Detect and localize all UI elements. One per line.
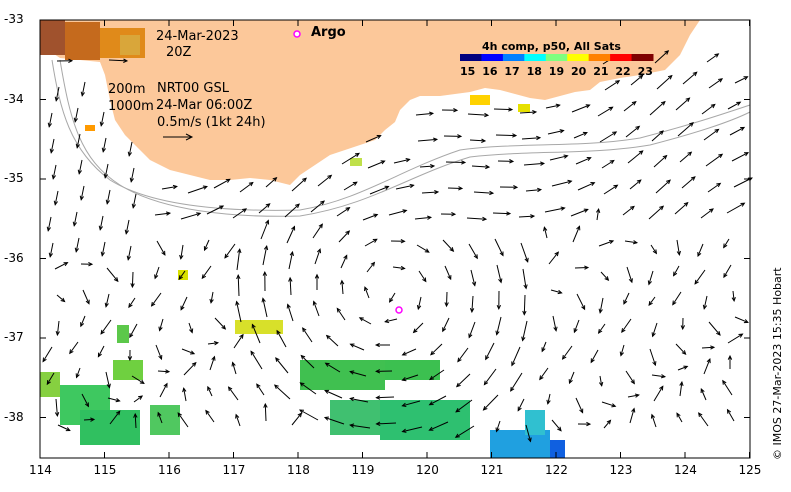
scale-label: 0.5m/s (1kt 24h) [157, 115, 266, 130]
lat-tick--34: -34 [4, 91, 24, 106]
colorbar-segment [567, 54, 590, 61]
lon-tick-121: 121 [480, 463, 504, 477]
lat-tick--37: -37 [4, 330, 24, 344]
time-label: 20Z [166, 45, 192, 60]
argo-float [395, 306, 403, 314]
lon-tick-114: 114 [29, 463, 52, 477]
colorbar-segment [481, 54, 504, 61]
colorbar-segment [460, 54, 482, 61]
colorbar-tick-23: 23 [637, 65, 653, 78]
lon-tick-115: 115 [93, 463, 117, 477]
colorbar-segment [545, 54, 568, 61]
colorbar-tick-19: 19 [548, 65, 565, 78]
lon-tick-120: 120 [416, 463, 439, 477]
bathymetry-contours [51, 59, 751, 217]
lon-tick-118: 118 [287, 463, 310, 477]
date-label: 24-Mar-2023 [156, 29, 239, 44]
depth-200-label: 200m [108, 82, 146, 97]
colorbar-segment [631, 54, 654, 61]
argo-label: Argo [311, 25, 346, 40]
plot-frame [39, 19, 751, 459]
lon-tick-123: 123 [609, 463, 633, 477]
lat-tick--38: -38 [4, 409, 24, 424]
colorbar-segment [502, 54, 525, 61]
product-time-label: 24-Mar 06:00Z [156, 98, 253, 113]
lon-tick-124: 124 [674, 463, 697, 477]
lat-tick--33: -33 [4, 12, 24, 26]
lat-tick--35: -35 [4, 171, 24, 185]
colorbar-tick-15: 15 [460, 65, 476, 78]
lon-tick-125: 125 [738, 463, 762, 477]
depth-1000-label: 1000m [108, 99, 154, 114]
land-mass [40, 20, 700, 185]
colorbar [460, 54, 654, 61]
product-label: NRT00 GSL [157, 81, 229, 96]
axis-ticks [39, 19, 750, 458]
current-vectors [42, 50, 753, 443]
credit-text: © IMOS 27-Mar-2023 15:35 Hobart [771, 267, 784, 460]
colorbar-tick-20: 20 [571, 65, 587, 78]
colorbar-tick-17: 17 [504, 65, 520, 78]
argo-marker-legend [293, 30, 301, 38]
colorbar-tick-21: 21 [593, 65, 609, 78]
colorbar-segment [524, 54, 547, 61]
colorbar-title: 4h comp, p50, All Sats [482, 40, 621, 53]
lat-tick--36: -36 [4, 250, 24, 265]
colorbar-tick-22: 22 [615, 65, 631, 78]
colorbar-segment [588, 54, 611, 61]
lon-tick-117: 117 [222, 463, 246, 477]
sst-patches [40, 20, 565, 458]
colorbar-segment [610, 54, 633, 61]
lon-tick-119: 119 [351, 463, 375, 477]
lon-tick-122: 122 [545, 463, 568, 477]
colorbar-tick-16: 16 [482, 65, 498, 78]
lon-tick-116: 116 [158, 463, 181, 477]
colorbar-tick-18: 18 [526, 65, 542, 78]
scale-arrow [163, 133, 194, 141]
